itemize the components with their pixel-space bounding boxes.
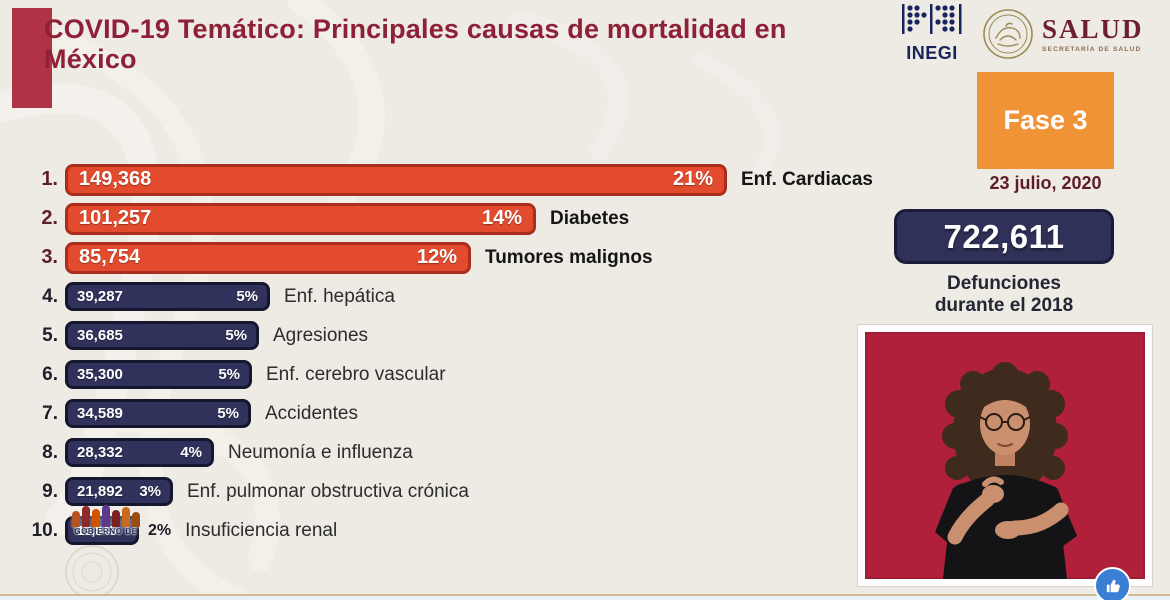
phase-badge: Fase 3 [977,72,1114,169]
rank-label: 8. [42,441,58,463]
bar-percent: 21% [672,168,713,190]
phase-date: 23 julio, 2020 [989,173,1102,193]
inegi-logo: INEGI [897,4,967,64]
cause-bar: 21,892 3% [65,477,173,506]
bar-value: 35,300 [77,366,123,383]
inegi-abacus-icon [902,4,962,34]
chart-row: 4. 39,287 5% [22,277,852,316]
chart-row: 7. 34,589 5% [22,394,852,433]
deaths-caption-line1: Defunciones [946,273,1062,294]
chart-row: 5. 36,685 5% [22,316,852,355]
gobierno-figures-icon [72,503,140,527]
deaths-total-value: 722,611 [943,217,1065,255]
cause-bar: 101,257 14% [65,202,536,235]
rank-label: 10. [31,519,58,541]
category-label: Enf. cerebro vascular [266,363,446,385]
rank-label: 2. [41,207,58,229]
category-label: Accidentes [265,402,358,424]
left-accent-bar [12,8,52,108]
gobierno-watermark-text: GOBIERNO DE [74,527,138,536]
bar-value: 39,287 [77,288,123,305]
salud-wordmark: SALUD [1042,13,1144,44]
bar-value: 34,589 [77,405,123,422]
bar-value: 21,892 [77,483,123,500]
inegi-wordmark: INEGI [906,43,958,63]
bar-percent: 5% [236,288,258,305]
chart-row: 1. 149,368 21% [22,160,873,199]
category-label: Insuficiencia renal [185,519,338,541]
category-label: Enf. pulmonar obstructiva crónica [187,480,469,502]
chart-row: 8. 28,332 4% [22,433,852,472]
bar-percent: 12% [416,246,457,268]
interpreter-figure [865,332,1145,579]
deaths-total-badge: 722,611 [894,209,1114,264]
bar-value: 149,368 [79,168,152,190]
bar-value: 36,685 [77,327,123,344]
deaths-caption: Defunciones durante el 2018 [894,273,1114,317]
cause-bar: 28,332 4% [65,438,214,467]
thumbs-up-button[interactable] [1094,567,1131,600]
category-label: Enf. hepática [284,285,395,307]
bar-value: 101,257 [79,207,152,229]
cause-bar: 85,754 12% [65,241,471,274]
cause-bar: 35,300 5% [65,360,252,389]
cause-bar: 149,368 21% [65,163,727,196]
rank-label: 6. [42,363,58,385]
sign-language-interpreter [865,332,1145,579]
chart-row: 3. 85,754 12% [22,238,852,277]
salud-seal-icon [983,9,1033,59]
rank-label: 7. [42,402,58,424]
category-label: Agresiones [273,324,369,346]
sign-language-video-panel [858,325,1152,586]
category-label: Diabetes [550,207,630,229]
rank-label: 4. [42,285,58,307]
category-label: Neumonía e influenza [228,441,413,463]
chart-row: 6. 35,300 5% [22,355,852,394]
salud-logo: SALUD SECRETARÍA DE SALUD [982,8,1144,60]
rank-label: 5. [42,324,58,346]
bar-percent: 3% [139,483,161,500]
cause-bar: 34,589 5% [65,399,251,428]
rank-label: 9. [42,480,58,502]
bar-percent: 5% [217,405,239,422]
salud-subtitle: SECRETARÍA DE SALUD [1042,45,1142,53]
bar-value: 28,332 [77,444,123,461]
bar-value: 85,754 [79,246,141,268]
cause-bar: 36,685 5% [65,321,259,350]
cause-bar: 39,287 5% [65,282,270,311]
thumbs-up-icon [1106,579,1120,592]
bar-percent: 5% [225,327,247,344]
category-label: Enf. Cardiacas [741,168,873,190]
gobierno-de-mexico-watermark: GOBIERNO DE [60,503,152,536]
mortality-bar-chart: 1. 149,368 21% [22,160,873,550]
page-title: COVID-19 Temático: Principales causas de… [44,14,787,75]
phase-label: Fase 3 [1003,105,1088,135]
rank-label: 3. [41,246,58,268]
rank-label: 1. [41,168,58,190]
bar-percent: 5% [218,366,240,383]
chart-row: 10. 13,845 2% GOB [22,505,852,550]
bottom-strip [0,596,1170,600]
category-label: Tumores malignos [485,246,653,268]
bar-percent: 14% [481,207,522,229]
cause-bar: 13,845 2% GOBIERNO DE [65,505,140,545]
bottom-divider [0,594,1170,596]
deaths-caption-line2: durante el 2018 [934,294,1074,316]
bar-percent: 4% [180,444,202,461]
chart-row: 2. 101,257 14% [22,199,852,238]
